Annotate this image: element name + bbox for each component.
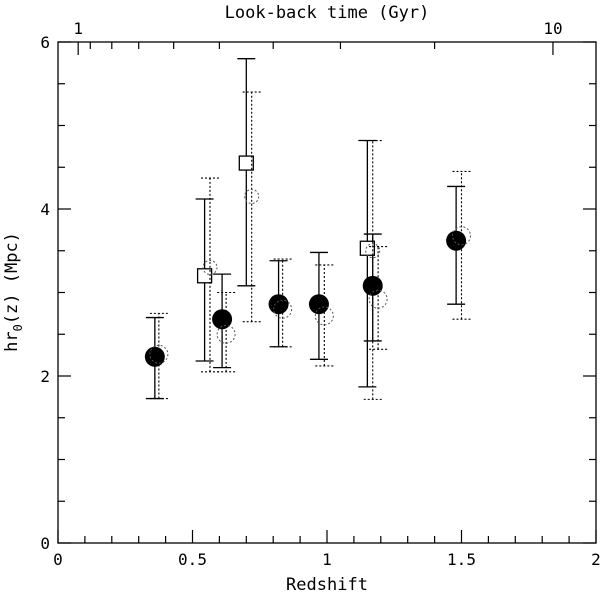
dotted-circle-point (244, 188, 260, 204)
open-circle-point (149, 344, 169, 364)
data-marks (144, 58, 471, 400)
top-tick-label: 10 (543, 19, 562, 38)
x-axis-label: Redshift (286, 575, 368, 593)
filled-circle-point (144, 346, 165, 367)
x-tick-label: 2 (591, 550, 601, 569)
y-tick-label: 6 (40, 33, 50, 52)
filled-circle-point (212, 309, 233, 330)
y-tick-label: 4 (40, 200, 50, 219)
open-square-point (196, 268, 213, 284)
axis-ticks (57, 41, 597, 544)
y-tick-label: 2 (40, 367, 50, 386)
top-tick-label: 1 (73, 19, 83, 38)
dotted-circle-point (202, 259, 218, 275)
top-axis-label: Look-back time (Gyr) (225, 3, 430, 23)
filled-circle-point (268, 294, 289, 315)
y-axis-label: hr0(z) (Mpc) (2, 232, 25, 352)
filled-circle-point (308, 294, 329, 315)
open-circle-point (216, 324, 236, 344)
open-square-point (238, 155, 254, 171)
y-label-rest: (z) (Mpc) (2, 232, 22, 324)
open-circle-point (273, 299, 293, 319)
y-label-sub: 0 (11, 324, 25, 331)
x-tick-label: 1.5 (447, 550, 476, 569)
dotted-circle-point (365, 243, 381, 259)
plot-frame (57, 41, 597, 544)
open-circle-point (452, 226, 471, 246)
x-tick-label: 0 (53, 550, 63, 569)
x-tick-label: 1 (322, 550, 332, 569)
y-label-main: hr (2, 331, 22, 351)
open-circle-point (368, 289, 388, 309)
open-circle-point (314, 306, 334, 326)
filled-circle-point (446, 230, 467, 251)
tick-labels: 1 10 0 0.5 1 1.5 2 0 2 4 6 (40, 19, 600, 569)
y-tick-label: 0 (40, 534, 50, 553)
x-tick-label: 0.5 (178, 550, 207, 569)
